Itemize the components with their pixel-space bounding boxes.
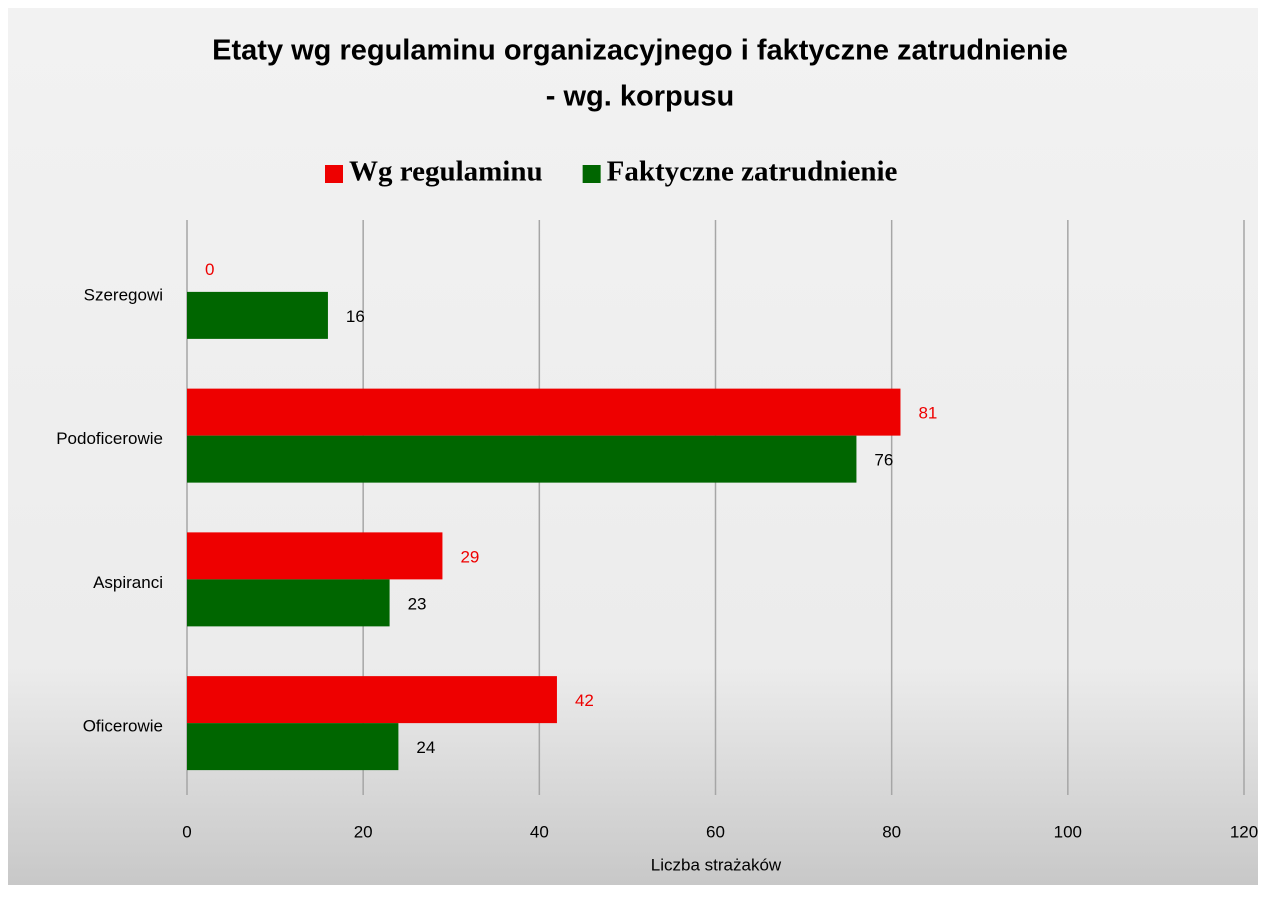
x-tick-label: 40 bbox=[530, 822, 549, 841]
x-tick-label: 20 bbox=[354, 822, 373, 841]
y-tick-label: Szeregowi bbox=[84, 285, 163, 304]
x-tick-label: 120 bbox=[1230, 822, 1258, 841]
legend-swatch bbox=[582, 165, 601, 183]
bar bbox=[187, 723, 399, 771]
bar bbox=[187, 579, 390, 627]
data-label: 29 bbox=[460, 547, 479, 566]
data-label: 23 bbox=[408, 594, 427, 613]
x-tick-label: 60 bbox=[706, 822, 725, 841]
x-tick-label: 80 bbox=[882, 822, 901, 841]
y-tick-label: Podoficerowie bbox=[56, 429, 163, 448]
x-axis-label: Liczba strażaków bbox=[651, 855, 782, 874]
legend-label: Faktyczne zatrudnienie bbox=[607, 156, 898, 188]
bar bbox=[187, 291, 328, 339]
data-label: 76 bbox=[874, 451, 893, 470]
data-label: 81 bbox=[918, 404, 937, 423]
bar bbox=[187, 532, 443, 580]
x-tick-label: 0 bbox=[182, 822, 191, 841]
data-label: 16 bbox=[346, 307, 365, 326]
y-tick-label: Aspiranci bbox=[93, 573, 163, 592]
data-label: 0 bbox=[205, 260, 214, 279]
bar bbox=[187, 435, 857, 483]
x-tick-label: 100 bbox=[1054, 822, 1082, 841]
legend-swatch bbox=[325, 165, 343, 183]
chart-title: Etaty wg regulaminu organizacyjnego i fa… bbox=[212, 35, 1068, 67]
data-label: 24 bbox=[416, 738, 435, 757]
y-tick-label: Oficerowie bbox=[83, 717, 163, 736]
bar bbox=[187, 676, 557, 724]
legend-label: Wg regulaminu bbox=[349, 156, 543, 188]
chart-title: - wg. korpusu bbox=[546, 81, 735, 113]
data-label: 42 bbox=[575, 691, 594, 710]
bar bbox=[187, 388, 901, 436]
